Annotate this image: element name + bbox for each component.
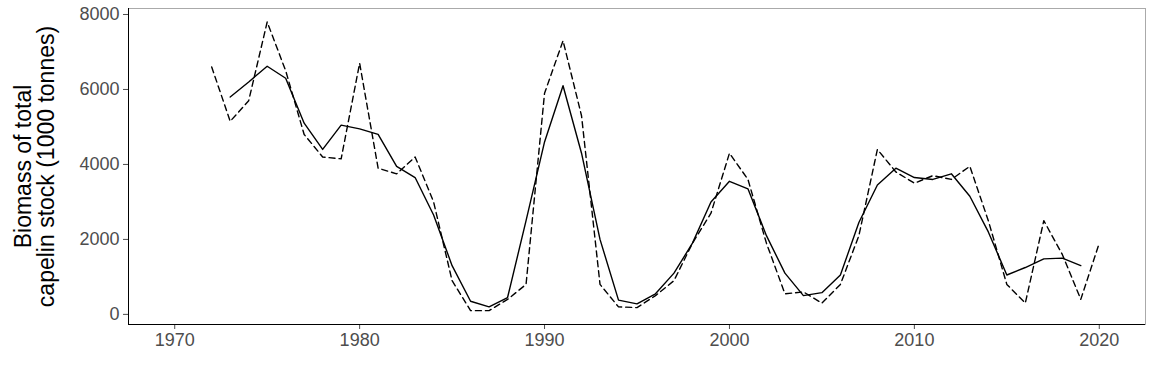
svg-text:2020: 2020 — [1079, 330, 1119, 350]
svg-text:1980: 1980 — [340, 330, 380, 350]
svg-text:1970: 1970 — [155, 330, 195, 350]
svg-text:6000: 6000 — [79, 79, 119, 99]
svg-text:2010: 2010 — [894, 330, 934, 350]
svg-text:Biomass of totalcapelin stock: Biomass of totalcapelin stock (1000 tonn… — [10, 26, 59, 307]
svg-text:2000: 2000 — [709, 330, 749, 350]
svg-text:4000: 4000 — [79, 154, 119, 174]
svg-text:8000: 8000 — [79, 4, 119, 24]
svg-text:0: 0 — [109, 304, 119, 324]
svg-text:2000: 2000 — [79, 229, 119, 249]
svg-text:1990: 1990 — [525, 330, 565, 350]
